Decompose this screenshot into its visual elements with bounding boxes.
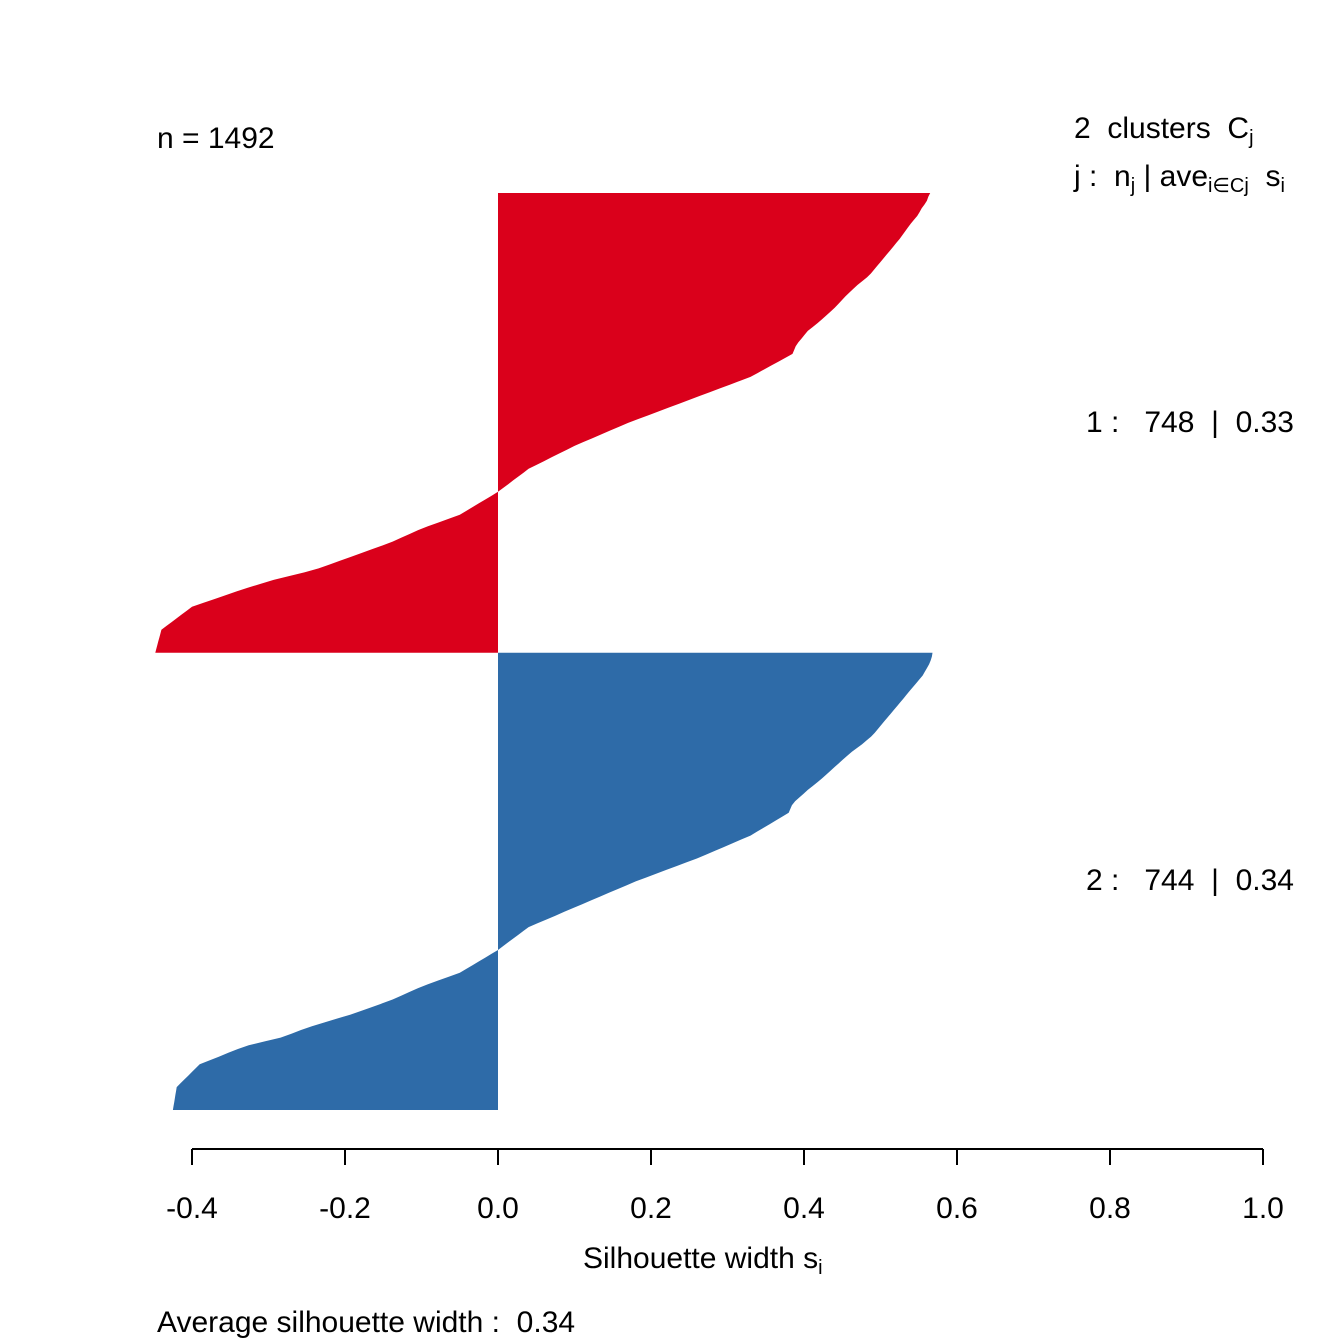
x-tick-label: 1.0 — [1242, 1192, 1284, 1225]
legend-ave-sub: i∈Cj — [1208, 175, 1249, 197]
cluster-1-separator: | — [1211, 406, 1219, 439]
cluster-1-silhouette — [155, 193, 931, 653]
cluster-2-summary: 2 : 744 | 0.34 — [1086, 866, 1294, 896]
x-tick-label: 0.2 — [630, 1192, 672, 1225]
x-axis-label-sub: i — [818, 1257, 823, 1279]
legend-n: n — [1114, 160, 1131, 193]
average-label-text: Average silhouette width : — [157, 1306, 500, 1339]
legend-header: j : nj | avei∈Cj si — [1074, 160, 1285, 197]
sample-size-label: n = 1492 — [157, 122, 275, 155]
legend-ave: ave — [1159, 160, 1209, 193]
legend-s-sub: i — [1280, 175, 1285, 197]
clusters-symbol: C — [1227, 112, 1250, 145]
cluster-1-id: 1 : — [1086, 406, 1120, 439]
legend-n-sub: j — [1130, 175, 1136, 197]
clusters-word: clusters — [1107, 112, 1211, 145]
x-axis-label-text: Silhouette width s — [583, 1242, 819, 1275]
x-tick-label: -0.2 — [319, 1192, 371, 1225]
cluster-1-average: 0.33 — [1235, 406, 1294, 439]
silhouette-bars — [155, 193, 933, 1110]
cluster-2-average: 0.34 — [1235, 864, 1294, 897]
x-axis-label: Silhouette width si — [583, 1242, 823, 1279]
cluster-2-bars — [172, 652, 933, 1110]
legend-j: j : — [1074, 160, 1098, 193]
x-tick-label: 0.8 — [1089, 1192, 1131, 1225]
average-value: 0.34 — [516, 1306, 576, 1339]
x-tick-label: 0.6 — [936, 1192, 978, 1225]
x-tick-label: 0.0 — [477, 1192, 519, 1225]
x-tick-label: -0.4 — [166, 1192, 218, 1225]
clusters-symbol-sub: j — [1249, 127, 1254, 149]
cluster-1-size: 748 — [1144, 406, 1195, 439]
clusters-count: 2 — [1074, 112, 1091, 145]
cluster-1-summary: 1 : 748 | 0.33 — [1086, 408, 1294, 438]
legend-bar: | — [1143, 160, 1152, 193]
average-silhouette-label: Average silhouette width : 0.34 — [157, 1308, 575, 1338]
cluster-2-separator: | — [1211, 864, 1219, 897]
cluster-2-id: 2 : — [1086, 864, 1120, 897]
cluster-2-size: 744 — [1144, 864, 1195, 897]
clusters-header: 2 clusters Cj — [1074, 112, 1254, 149]
cluster-2-silhouette — [172, 652, 933, 1110]
cluster-1-bars — [155, 193, 931, 653]
legend-s: s — [1265, 160, 1281, 193]
x-axis: -0.4 -0.2 0.0 0.2 0.4 0.6 0.8 1.0 — [166, 1148, 1284, 1225]
x-tick-label: 0.4 — [783, 1192, 825, 1225]
